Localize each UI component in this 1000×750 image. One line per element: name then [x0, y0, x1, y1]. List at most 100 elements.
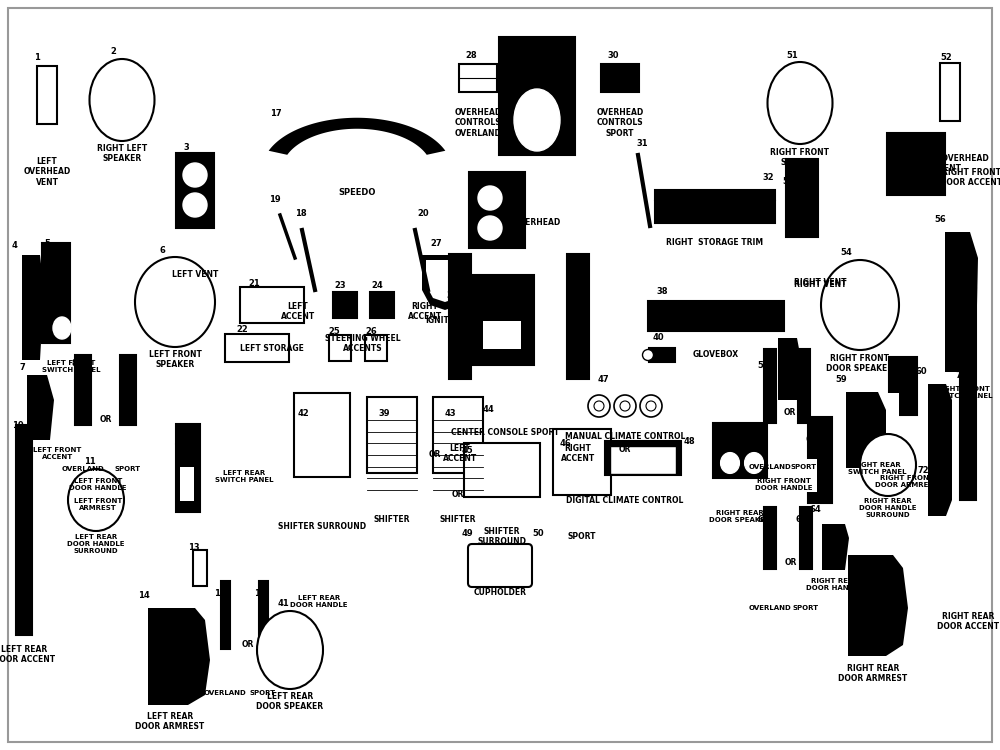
- Text: 59: 59: [835, 375, 847, 384]
- Bar: [713, 422, 767, 478]
- Ellipse shape: [646, 401, 656, 411]
- Bar: [786, 159, 818, 237]
- Text: 24: 24: [371, 281, 383, 290]
- Text: RIGHT  STORAGE TRIM: RIGHT STORAGE TRIM: [666, 238, 764, 247]
- Text: 22: 22: [236, 325, 248, 334]
- Text: 17: 17: [270, 109, 282, 118]
- Text: OVERHEAD
CONTROLS
OVERLAND: OVERHEAD CONTROLS OVERLAND: [454, 108, 502, 138]
- Text: LEFT VENT: LEFT VENT: [172, 270, 218, 279]
- Text: STEERING WHEEL
ACCENTS: STEERING WHEEL ACCENTS: [325, 334, 401, 353]
- Text: SPEEDO: SPEEDO: [338, 188, 376, 197]
- Bar: [764, 507, 776, 569]
- Text: SPORT: SPORT: [568, 532, 596, 541]
- Text: 10: 10: [12, 421, 24, 430]
- Bar: [370, 292, 394, 318]
- Text: 66: 66: [796, 515, 808, 524]
- Text: LEFT REAR
DOOR ARMREST: LEFT REAR DOOR ARMREST: [135, 712, 205, 731]
- Text: 23: 23: [334, 281, 346, 290]
- Text: LEFT FRONT
DOOR HANDLE: LEFT FRONT DOOR HANDLE: [69, 478, 127, 491]
- Text: OVERHEAD
CONTROLS
SPORT: OVERHEAD CONTROLS SPORT: [596, 108, 644, 138]
- Bar: [120, 355, 136, 425]
- Text: 6: 6: [160, 246, 166, 255]
- Text: SHIFTER: SHIFTER: [374, 515, 410, 524]
- Ellipse shape: [257, 611, 323, 689]
- Text: RIGHT REAR
DOOR HANDLE: RIGHT REAR DOOR HANDLE: [806, 578, 864, 591]
- Text: LEFT
OVERHEAD
VENT: LEFT OVERHEAD VENT: [23, 157, 71, 187]
- Text: OR: OR: [619, 445, 631, 454]
- Text: SHIFTER
SURROUND: SHIFTER SURROUND: [478, 527, 526, 547]
- FancyBboxPatch shape: [468, 544, 532, 587]
- Polygon shape: [778, 338, 800, 400]
- Text: 21: 21: [248, 279, 260, 288]
- Text: 51: 51: [786, 51, 798, 60]
- Text: 58: 58: [794, 361, 806, 370]
- Text: 63: 63: [874, 421, 886, 430]
- Text: 3: 3: [183, 143, 189, 152]
- Text: OVERLAND: OVERLAND: [749, 464, 791, 470]
- Text: 32: 32: [762, 173, 774, 182]
- Bar: [180, 467, 194, 501]
- Polygon shape: [945, 232, 978, 372]
- Text: RIGHT REAR
DOOR HANDLE
SURROUND: RIGHT REAR DOOR HANDLE SURROUND: [859, 498, 917, 518]
- Bar: [16, 425, 32, 635]
- Text: 46: 46: [560, 439, 572, 448]
- Text: OR: OR: [452, 490, 464, 499]
- Text: 12: 12: [173, 443, 185, 452]
- Ellipse shape: [614, 395, 636, 417]
- Text: 36: 36: [488, 293, 500, 302]
- Bar: [365, 335, 387, 361]
- Bar: [960, 288, 976, 500]
- Text: 60: 60: [916, 367, 928, 376]
- Bar: [649, 348, 675, 362]
- Ellipse shape: [53, 317, 71, 339]
- Bar: [470, 275, 534, 365]
- Polygon shape: [846, 392, 886, 468]
- Text: LEFT REAR
DOOR ACCENT: LEFT REAR DOOR ACCENT: [0, 645, 55, 664]
- Text: 27: 27: [430, 239, 442, 248]
- Bar: [75, 355, 91, 425]
- Text: 67: 67: [724, 427, 736, 436]
- Text: 19: 19: [269, 195, 281, 204]
- Text: LEFT REAR
DOOR HANDLE: LEFT REAR DOOR HANDLE: [290, 595, 348, 608]
- Bar: [176, 152, 214, 227]
- Bar: [294, 393, 350, 477]
- Text: RIGHT
ACCENT: RIGHT ACCENT: [408, 302, 442, 322]
- Text: 16: 16: [254, 589, 266, 598]
- Text: 47: 47: [598, 375, 610, 384]
- Ellipse shape: [768, 62, 832, 144]
- Bar: [655, 201, 775, 223]
- Text: 50: 50: [532, 529, 544, 538]
- Text: 48: 48: [684, 437, 696, 446]
- Text: 20: 20: [417, 209, 429, 218]
- Text: 53: 53: [782, 177, 794, 186]
- Bar: [469, 172, 525, 248]
- Text: 43: 43: [445, 409, 457, 418]
- Text: RIGHT
ACCENT: RIGHT ACCENT: [561, 444, 595, 464]
- Text: OR: OR: [785, 558, 797, 567]
- Text: LEFT FRONT
ACCENT: LEFT FRONT ACCENT: [33, 447, 81, 460]
- Text: LEFT FRONT
ARMREST: LEFT FRONT ARMREST: [74, 498, 122, 511]
- Text: 2: 2: [110, 47, 116, 56]
- Bar: [449, 254, 471, 379]
- Bar: [567, 254, 589, 379]
- Text: OR: OR: [429, 450, 441, 459]
- Text: IGNITION: IGNITION: [425, 316, 465, 325]
- Text: 41: 41: [278, 599, 290, 608]
- Bar: [464, 443, 540, 497]
- Text: 39: 39: [378, 409, 390, 418]
- Text: 57: 57: [757, 361, 769, 370]
- Text: 44: 44: [483, 405, 495, 414]
- Text: RIGHT FRONT
DOOR ARMREST: RIGHT FRONT DOOR ARMREST: [875, 475, 938, 488]
- Text: RIGHT FRONT
SPEAKER: RIGHT FRONT SPEAKER: [770, 148, 830, 167]
- Text: SHIFTER SURROUND: SHIFTER SURROUND: [278, 522, 366, 531]
- Text: 5: 5: [44, 239, 50, 248]
- Ellipse shape: [135, 257, 215, 347]
- Text: 64: 64: [810, 505, 822, 514]
- Text: 7: 7: [20, 363, 26, 372]
- Text: SPORT: SPORT: [793, 605, 819, 611]
- Text: RIGHT REAR
DOOR ACCENT: RIGHT REAR DOOR ACCENT: [937, 612, 999, 632]
- Text: RIGHT REAR
SWITCH PANEL: RIGHT REAR SWITCH PANEL: [848, 462, 906, 475]
- Text: 30: 30: [607, 51, 618, 60]
- Text: SPORT: SPORT: [115, 466, 141, 472]
- Bar: [329, 335, 351, 361]
